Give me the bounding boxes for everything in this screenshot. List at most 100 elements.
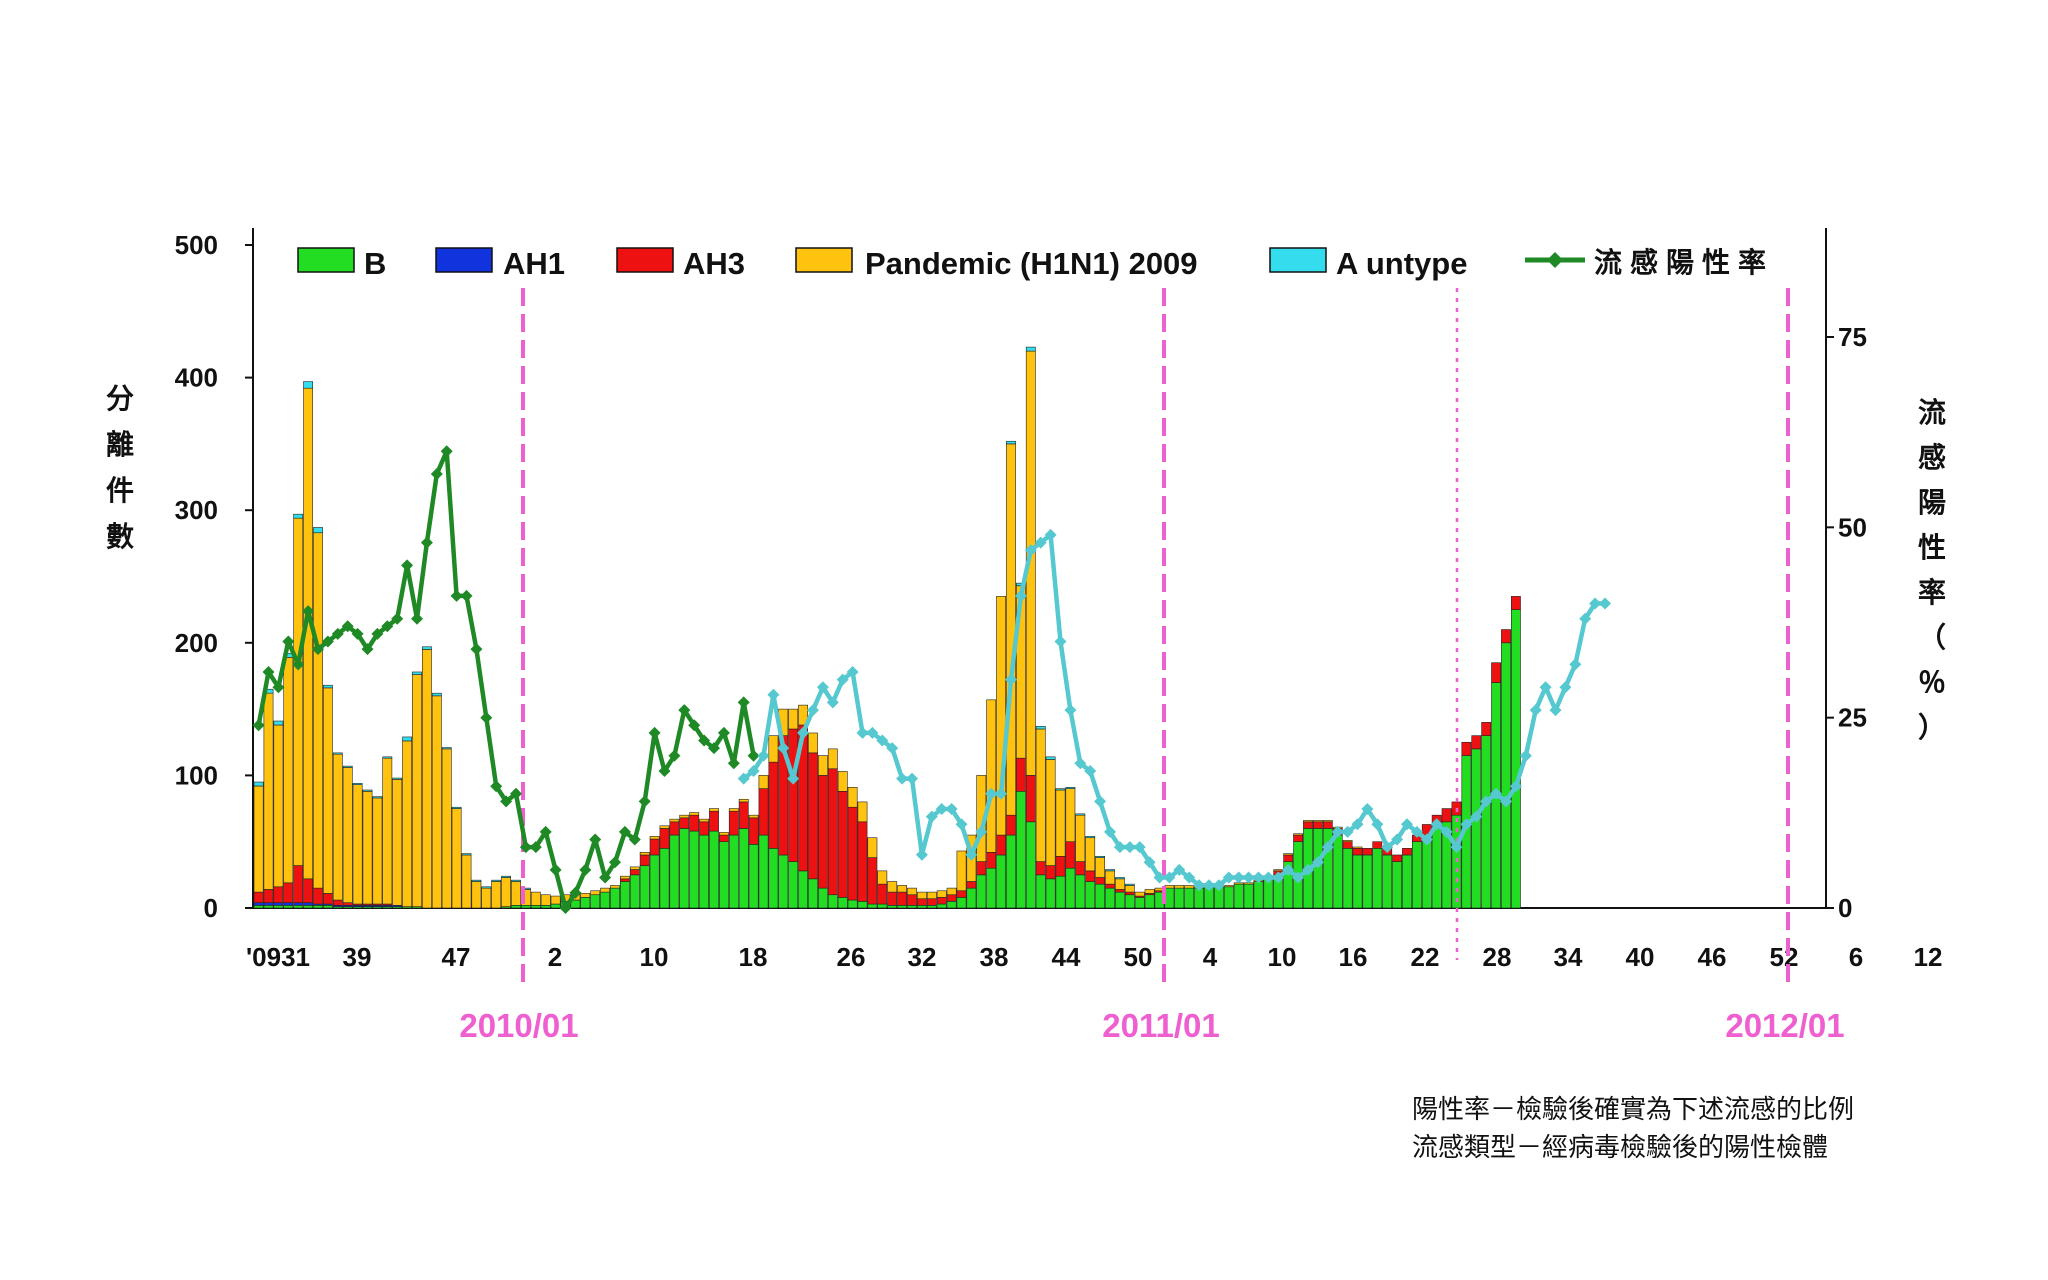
positivity-line-2010-2011-point — [1579, 612, 1592, 625]
bar-segment-pandemic — [639, 852, 650, 856]
bar-segment-untype — [1055, 788, 1066, 791]
positivity-line-2009-2010-point — [579, 863, 592, 876]
y-left-title-char: 分 — [106, 382, 134, 415]
positivity-line-2010-2011-point — [1361, 803, 1374, 815]
x-tick-label: 26 — [837, 942, 866, 972]
bar-segment-pandemic — [1035, 728, 1046, 862]
positivity-line-2010-2011-point — [1321, 841, 1334, 854]
positivity-line-2010-2011-point — [1539, 681, 1552, 694]
bar-segment-b — [758, 834, 769, 909]
bar-segment-ah3 — [718, 834, 729, 843]
positivity-line-2009-2010-point — [529, 841, 542, 854]
bar-segment-b — [1055, 875, 1066, 909]
bar-segment-b — [936, 903, 947, 909]
bar-segment-ah3 — [1313, 821, 1323, 829]
bar-segment-ah3 — [728, 810, 739, 836]
bar-segment-pandemic — [679, 814, 690, 819]
bar-segment-ah3 — [1491, 662, 1501, 683]
bar-segment-ah3 — [649, 838, 660, 856]
bar-segment-b — [709, 830, 719, 909]
bar-segment-b — [610, 887, 620, 909]
bar-segment-pandemic — [590, 890, 601, 896]
bar-segment-untype — [421, 646, 432, 650]
y-right-tick-label: 50 — [1838, 512, 1867, 542]
x-tick-label: 44 — [1052, 942, 1081, 972]
bar-segment-b — [827, 894, 838, 909]
bar-segment-b — [689, 830, 700, 909]
positivity-line-2010-2011-point — [1104, 825, 1116, 838]
bar-segment-untype — [1035, 726, 1046, 730]
bar-segment-pandemic — [1293, 833, 1303, 836]
positivity-line-2009-2010-point — [480, 711, 493, 724]
bar-segment-ah3 — [1372, 841, 1383, 849]
positivity-line-2010-2011-point — [1569, 658, 1582, 671]
bar-segment-pandemic — [847, 787, 858, 808]
bar-segment-pandemic — [1303, 820, 1313, 823]
positivity-line-2010-2011-point — [1292, 871, 1305, 884]
legend-label-positivity: 流感陽性率 — [1594, 246, 1774, 279]
y-right-title: 流感陽性率 （ ％ ） — [1918, 396, 1946, 744]
bar-segment-b — [1025, 821, 1036, 909]
bar-segment-b — [1481, 735, 1492, 909]
date-label-2012: 2012/01 — [1725, 1007, 1844, 1044]
bar-segment-pandemic — [808, 732, 818, 754]
bar-segment-b — [1164, 887, 1175, 909]
bar-segment-untype — [431, 692, 442, 697]
bar-segment-ah3 — [926, 898, 937, 906]
positivity-line-2009-2010-point — [727, 757, 740, 770]
positivity-line-2010-2011-point — [1113, 841, 1126, 854]
positivity-line-2010-2011-point — [1183, 871, 1196, 884]
bar-segment-ah3 — [1006, 814, 1016, 836]
positivity-line-2009-2010-point — [747, 749, 760, 762]
legend-marker-positivity — [1547, 252, 1563, 268]
bar-segment-b — [1085, 881, 1096, 909]
x-tick-label: 18 — [739, 942, 768, 972]
bar-segment-untype — [1075, 813, 1086, 816]
bar-segment-b — [1223, 886, 1234, 909]
bar-segment-untype — [253, 781, 264, 787]
positivity-line-2010-2011-point — [925, 810, 938, 823]
bar-segment-pandemic — [1095, 857, 1105, 878]
positivity-line-2010-2011-point — [1440, 825, 1453, 838]
x-tick-label: 52 — [1770, 942, 1799, 972]
bar-segment-pandemic — [659, 825, 670, 829]
positivity-line-2010-2011-point — [1133, 841, 1146, 854]
bar-segment-b — [877, 903, 888, 909]
positivity-line-2010-2011-point — [1519, 749, 1532, 762]
positivity-line-2010-2011-point — [1470, 810, 1483, 823]
positivity-line-2009-2010-point — [391, 612, 404, 625]
bar-segment-untype — [461, 853, 472, 856]
bar-segment-pandemic — [956, 850, 967, 892]
positivity-line-2010-2011-point — [1331, 825, 1344, 838]
y-right-ticks: 75 50 25 0 — [1826, 322, 1867, 923]
bar-segment-ah3 — [768, 761, 779, 849]
positivity-line-2010-2011-point — [777, 742, 790, 755]
x-tick-label: 39 — [343, 942, 372, 972]
bar-segment-pandemic — [1065, 788, 1076, 842]
y-left-title-char: 離 — [106, 428, 134, 461]
bar-segment-pandemic — [748, 814, 759, 819]
bar-segment-ah3 — [887, 891, 898, 906]
bar-segment-pandemic — [600, 887, 610, 893]
bar-segment-ah3 — [956, 890, 967, 898]
bar-segment-pandemic — [857, 801, 868, 823]
bar-segment-b — [798, 870, 808, 909]
bar-segment-b — [1045, 878, 1056, 909]
positivity-line-2010-2011-point — [1549, 704, 1562, 717]
bar-segment-pandemic — [1164, 885, 1175, 889]
positivity-line-2009-2010-point — [490, 780, 503, 793]
bar-segment-b — [808, 878, 818, 909]
bar-segment-ah3 — [1471, 735, 1482, 750]
positivity-line-2010-2011-point — [1123, 841, 1136, 854]
date-label-2011: 2011/01 — [1102, 1007, 1219, 1044]
bar-segment-b — [600, 891, 610, 909]
bar-segment-b — [916, 905, 927, 909]
bar-segment-pandemic — [669, 818, 680, 823]
y-right-title-char: 率 — [1918, 576, 1946, 609]
bar-segment-ah3 — [1115, 889, 1125, 893]
bar-segment-pandemic — [1115, 878, 1125, 890]
positivity-line-2009-2010-point — [321, 635, 334, 648]
bar-segment-untype — [1045, 756, 1056, 760]
bar-segment-ah3 — [283, 882, 294, 903]
positivity-line-2010-2011-point — [1084, 765, 1097, 777]
